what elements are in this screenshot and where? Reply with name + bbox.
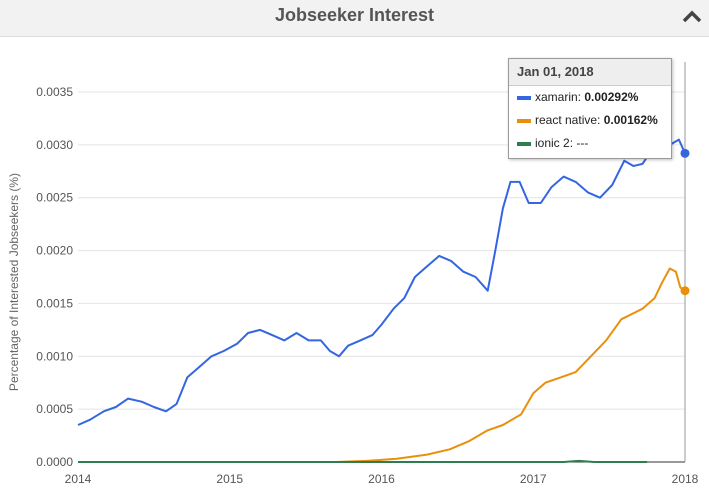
x-tick-label: 2017 xyxy=(520,472,547,486)
tooltip-value: 0.00292% xyxy=(584,90,639,104)
y-tick-label: 0.0030 xyxy=(36,138,73,152)
tooltip-row-react-native: react native: 0.00162% xyxy=(509,109,671,132)
panel-title: Jobseeker Interest xyxy=(274,5,435,25)
y-axis-label: Percentage of Interested Jobseekers (%) xyxy=(7,173,21,391)
y-tick-label: 0.0020 xyxy=(36,244,73,258)
ionic-2-swatch xyxy=(517,142,531,146)
x-tick-label: 2018 xyxy=(672,472,699,486)
y-tick-label: 0.0025 xyxy=(36,191,73,205)
y-tick-label: 0.0005 xyxy=(36,402,73,416)
marker-react-native xyxy=(680,286,690,296)
tooltip-row-xamarin: xamarin: 0.00292% xyxy=(509,86,671,109)
x-tick-label: 2015 xyxy=(216,472,243,486)
xamarin-swatch xyxy=(517,96,531,100)
x-tick-label: 2014 xyxy=(65,472,92,486)
react-native-swatch xyxy=(517,119,531,123)
series-line-react-native xyxy=(335,267,686,463)
y-tick-label: 0.0035 xyxy=(36,85,73,99)
marker-xamarin xyxy=(680,148,690,158)
tooltip-value: 0.00162% xyxy=(603,113,658,127)
y-tick-label: 0.0010 xyxy=(36,349,73,363)
y-tick-label: 0.0000 xyxy=(36,455,73,469)
tooltip-label: react native: xyxy=(535,113,601,127)
collapse-button[interactable] xyxy=(679,4,705,30)
tooltip-date: Jan 01, 2018 xyxy=(509,59,671,86)
panel-header: Jobseeker Interest xyxy=(0,0,709,37)
series-line-ionic-2 xyxy=(78,459,648,463)
x-tick-label: 2016 xyxy=(368,472,395,486)
chevron-up-icon xyxy=(682,10,702,23)
tooltip-value: --- xyxy=(576,136,589,150)
chart-tooltip: Jan 01, 2018 xamarin: 0.00292% react nat… xyxy=(508,58,672,159)
tooltip-row-ionic-2: ionic 2: --- xyxy=(509,132,671,155)
tooltip-label: xamarin: xyxy=(535,90,582,104)
y-tick-label: 0.0015 xyxy=(36,296,73,310)
series-line-xamarin xyxy=(77,138,686,426)
tooltip-label: ionic 2: xyxy=(535,136,574,150)
